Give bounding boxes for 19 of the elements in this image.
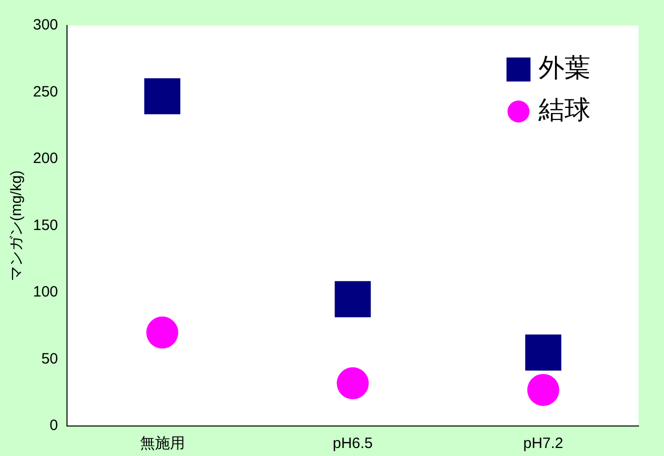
y-tick-label: 150 — [32, 216, 58, 234]
x-tick-label: pH6.5 — [332, 435, 373, 452]
point — [527, 374, 560, 406]
y-tick-label: 50 — [41, 350, 58, 368]
point — [525, 334, 562, 371]
y-tick-label: 100 — [32, 284, 58, 301]
y-tick-label: 0 — [50, 417, 58, 434]
x-tick-label: 無施用 — [140, 435, 185, 452]
point — [146, 316, 178, 349]
y-tick-label: 200 — [32, 150, 58, 168]
y-tick-label: 250 — [32, 83, 58, 100]
legend-label: 結球 — [538, 94, 590, 125]
point — [144, 78, 180, 114]
x-tick-label: pH7.2 — [523, 435, 564, 452]
point — [336, 367, 369, 400]
y-axis-title: マンガン(mg/kg) — [8, 170, 26, 282]
legend-label: 外葉 — [538, 52, 590, 83]
y-tick-label: 300 — [32, 16, 58, 34]
point — [334, 281, 371, 318]
